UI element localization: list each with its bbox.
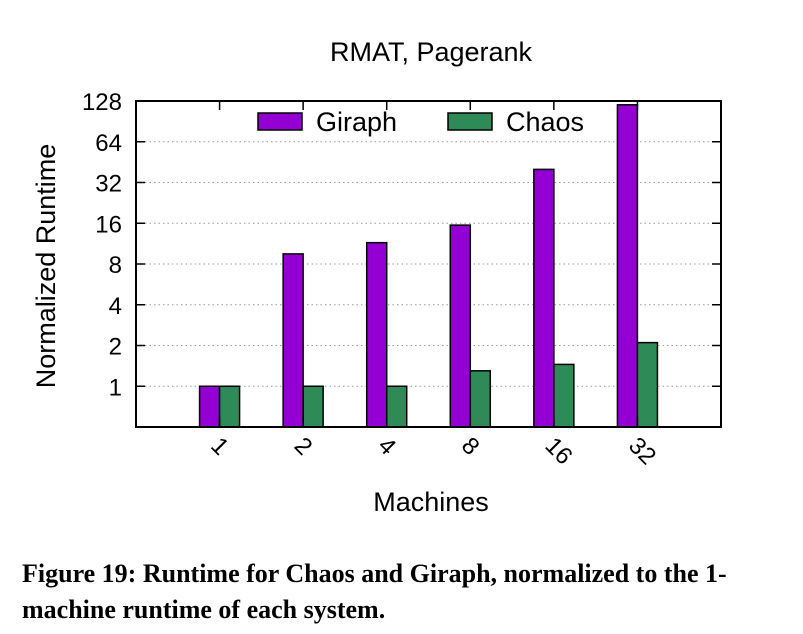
x-axis-label: Machines [373, 487, 489, 517]
legend-label-giraph: Giraph [316, 107, 397, 137]
x-tick-label: 32 [623, 432, 661, 470]
bar-chaos-1 [218, 385, 241, 428]
x-tick-label: 16 [540, 432, 578, 470]
chart-title: RMAT, Pagerank [330, 37, 533, 67]
caption-text: Runtime for Chaos and Giraph, normalized… [22, 559, 727, 624]
figure-caption: Figure 19: Runtime for Chaos and Giraph,… [22, 556, 792, 628]
x-tick-label: 4 [372, 432, 401, 461]
y-tick-label: 32 [95, 171, 122, 198]
y-tick-label: 1 [109, 374, 122, 401]
x-tick-label: 8 [456, 432, 485, 461]
y-tick-label: 16 [95, 211, 122, 238]
bar-chaos-8 [469, 370, 492, 428]
bar-giraph-16 [533, 168, 555, 428]
bar-giraph-2 [282, 253, 304, 428]
chart: RMAT, Pagerank Normalized Runtime Machin… [31, 37, 722, 517]
bar-giraph-4 [365, 241, 388, 428]
bars [198, 104, 659, 428]
x-tick-label: 1 [205, 432, 234, 461]
y-tick-label: 8 [109, 252, 122, 279]
y-tick-label: 128 [82, 89, 122, 116]
bar-chaos-32 [636, 341, 659, 428]
y-axis-label: Normalized Runtime [31, 144, 61, 389]
legend: Giraph Chaos [257, 107, 584, 137]
bar-chaos-4 [385, 385, 408, 428]
bar-giraph-1 [198, 385, 221, 428]
caption-label: Figure 19: [22, 559, 137, 588]
y-tick-label: 64 [95, 130, 122, 157]
bar-chaos-16 [553, 363, 575, 428]
legend-label-chaos: Chaos [506, 107, 584, 137]
bar-chaos-2 [302, 385, 324, 428]
legend-swatch-giraph [257, 112, 303, 131]
legend-swatch-chaos [447, 112, 493, 131]
y-tick-label: 4 [109, 293, 122, 320]
y-tick-label: 2 [109, 334, 122, 361]
x-tick-label: 2 [289, 432, 318, 461]
bar-giraph-8 [449, 224, 472, 428]
bar-giraph-32 [616, 104, 639, 428]
